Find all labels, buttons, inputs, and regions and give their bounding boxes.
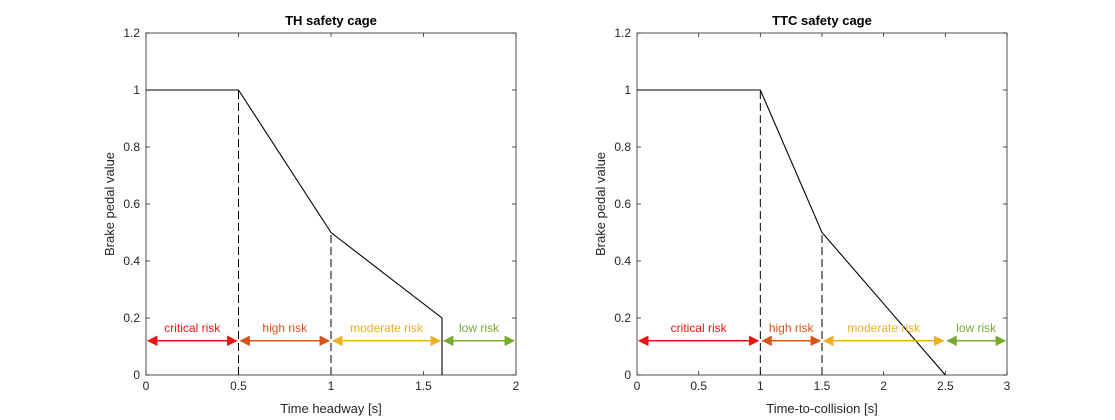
- x-tick-label: 1: [328, 379, 335, 393]
- x-tick-label: 0.5: [230, 379, 247, 393]
- risk-zone-label: high risk: [769, 321, 815, 335]
- y-tick-label: 0.6: [123, 197, 140, 211]
- y-axis-label: Brake pedal value: [593, 152, 608, 256]
- y-tick-label: 1.2: [614, 26, 631, 40]
- x-tick-label: 1.5: [415, 379, 432, 393]
- x-tick-label: 1.5: [814, 379, 831, 393]
- x-tick-label: 3: [1004, 379, 1011, 393]
- y-tick-label: 1: [624, 83, 631, 97]
- y-tick-label: 0.4: [123, 254, 140, 268]
- y-tick-label: 0.6: [614, 197, 631, 211]
- y-tick-label: 1: [133, 83, 140, 97]
- y-tick-label: 0.4: [614, 254, 631, 268]
- x-axis-label: Time headway [s]: [280, 401, 381, 416]
- x-tick-label: 2.5: [937, 379, 954, 393]
- chart-title: TH safety cage: [285, 13, 377, 28]
- y-tick-label: 0: [624, 368, 631, 382]
- risk-zone-label: moderate risk: [350, 321, 424, 335]
- y-tick-label: 0.2: [123, 311, 140, 325]
- x-tick-label: 1: [757, 379, 764, 393]
- risk-zone-label: low risk: [956, 321, 997, 335]
- x-tick-label: 2: [880, 379, 887, 393]
- y-tick-label: 0.8: [614, 140, 631, 154]
- x-tick-label: 0: [143, 379, 150, 393]
- y-tick-label: 0.8: [123, 140, 140, 154]
- ttc-chart-panel: TTC safety cage Time-to-collision [s] Br…: [593, 13, 1011, 416]
- risk-zone-label: low risk: [459, 321, 500, 335]
- y-tick-label: 1.2: [123, 26, 140, 40]
- risk-zone-label: high risk: [262, 321, 308, 335]
- brake-curve-line: [146, 89, 443, 375]
- x-axis-label: Time-to-collision [s]: [766, 401, 877, 416]
- y-axis-label: Brake pedal value: [102, 152, 117, 256]
- risk-zone-label: critical risk: [671, 321, 728, 335]
- x-tick-label: 0: [634, 379, 641, 393]
- y-tick-label: 0.2: [614, 311, 631, 325]
- risk-zone-label: critical risk: [164, 321, 221, 335]
- x-tick-label: 0.5: [690, 379, 707, 393]
- y-tick-label: 0: [133, 368, 140, 382]
- risk-zone-label: moderate risk: [847, 321, 921, 335]
- brake-curve-line: [637, 89, 946, 376]
- x-tick-label: 2: [513, 379, 520, 393]
- chart-title: TTC safety cage: [772, 13, 872, 28]
- th-chart-panel: TH safety cage Time headway [s] Brake pe…: [102, 13, 520, 416]
